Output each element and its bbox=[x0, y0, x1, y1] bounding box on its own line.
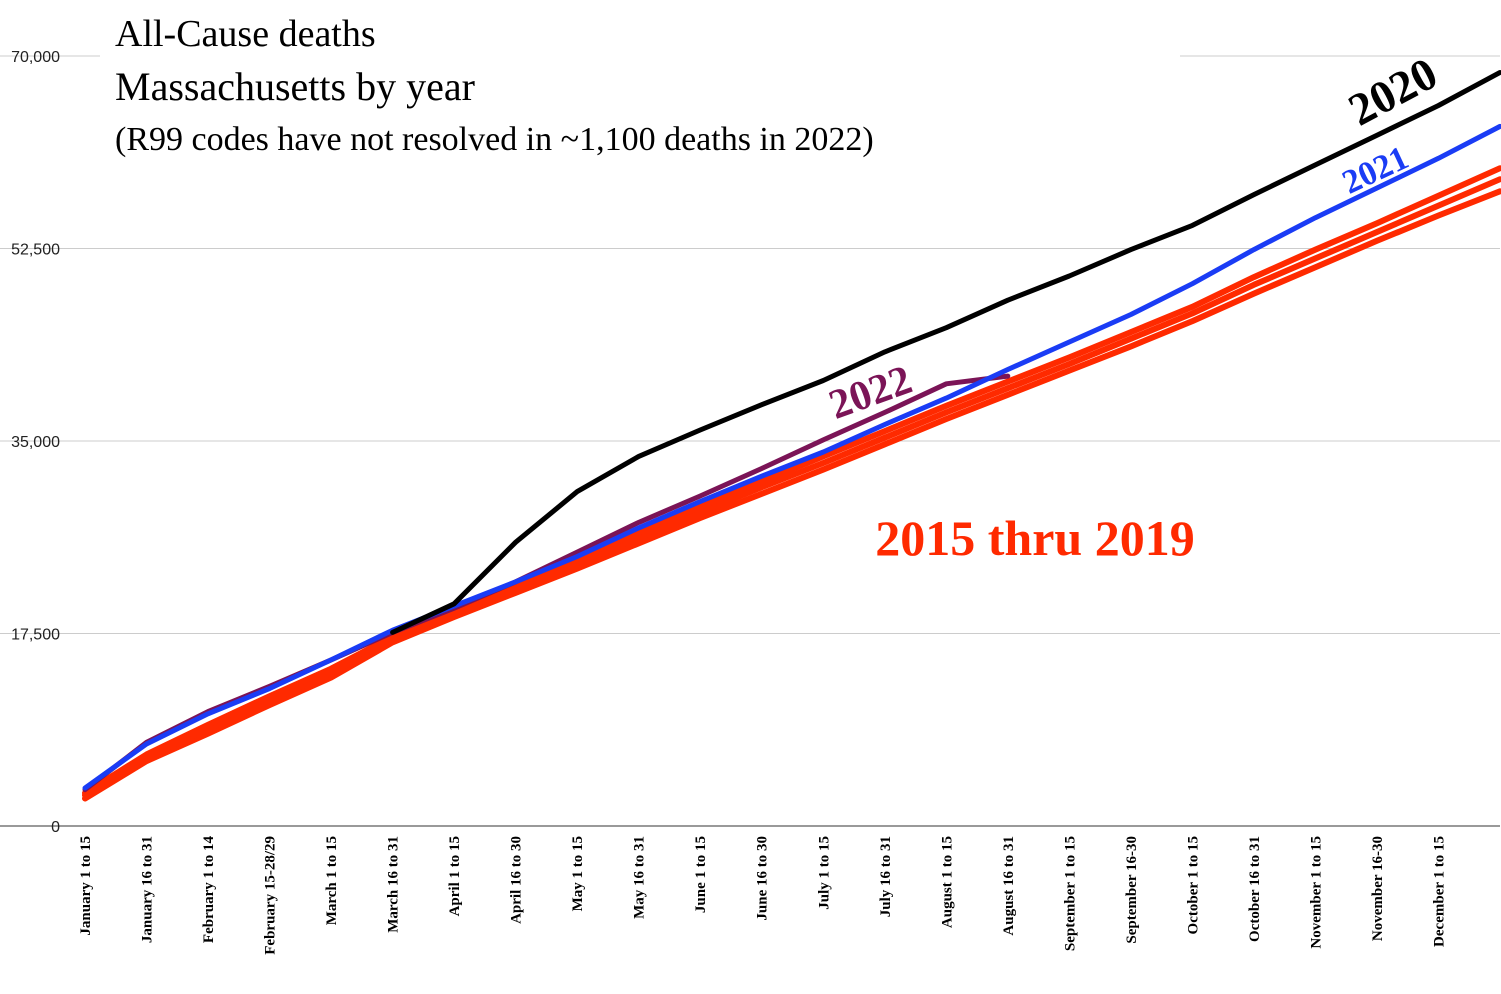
x-tick-label: December 1 to 15 bbox=[1431, 836, 1447, 947]
y-tick-label: 17,500 bbox=[11, 627, 60, 644]
series-line bbox=[82, 188, 1501, 802]
x-tick-label: January 1 to 15 bbox=[78, 836, 94, 936]
chart-title: All-Cause deaths bbox=[115, 13, 376, 55]
y-tick-label: 70,000 bbox=[11, 49, 60, 66]
x-tick-label: March 1 to 15 bbox=[324, 836, 340, 925]
series-label: 2020 bbox=[1340, 47, 1445, 135]
y-tick-label: 35,000 bbox=[11, 434, 60, 451]
x-tick-label: January 16 to 31 bbox=[140, 836, 156, 943]
x-tick-label: June 1 to 15 bbox=[693, 836, 709, 913]
x-tick-label: October 16 to 31 bbox=[1247, 836, 1263, 942]
x-tick-label: February 1 to 14 bbox=[201, 836, 217, 944]
x-tick-label: August 16 to 31 bbox=[1001, 836, 1017, 936]
x-tick-label: June 16 to 30 bbox=[755, 836, 771, 921]
x-tick-label: September 16-30 bbox=[1124, 836, 1140, 944]
series-line bbox=[390, 70, 1501, 635]
x-tick-label: November 16-30 bbox=[1370, 836, 1386, 941]
series-line bbox=[82, 123, 1501, 791]
series-line bbox=[82, 165, 1501, 796]
x-tick-label: July 16 to 31 bbox=[878, 836, 894, 917]
y-tick-label: 52,500 bbox=[11, 242, 60, 259]
series-line bbox=[82, 176, 1501, 799]
x-tick-label: April 1 to 15 bbox=[447, 836, 463, 916]
x-tick-label: October 1 to 15 bbox=[1185, 836, 1201, 934]
chart-note: (R99 codes have not resolved in ~1,100 d… bbox=[115, 121, 874, 158]
x-tick-label: July 1 to 15 bbox=[816, 836, 832, 910]
annotation: 2015 thru 2019 bbox=[875, 510, 1194, 566]
x-tick-label: February 15-28/29 bbox=[263, 836, 279, 955]
x-tick-label: March 16 to 31 bbox=[386, 836, 402, 933]
x-tick-label: May 1 to 15 bbox=[570, 836, 586, 911]
x-tick-label: November 1 to 15 bbox=[1308, 836, 1324, 949]
x-tick-label: April 16 to 30 bbox=[509, 836, 525, 924]
x-tick-label: May 16 to 31 bbox=[632, 836, 648, 919]
x-tick-label: August 1 to 15 bbox=[939, 836, 955, 928]
title-backdrop bbox=[100, 0, 1180, 170]
x-tick-label: September 1 to 15 bbox=[1062, 836, 1078, 951]
chart-subtitle: Massachusetts by year bbox=[115, 64, 475, 109]
y-tick-label: 0 bbox=[51, 819, 60, 836]
